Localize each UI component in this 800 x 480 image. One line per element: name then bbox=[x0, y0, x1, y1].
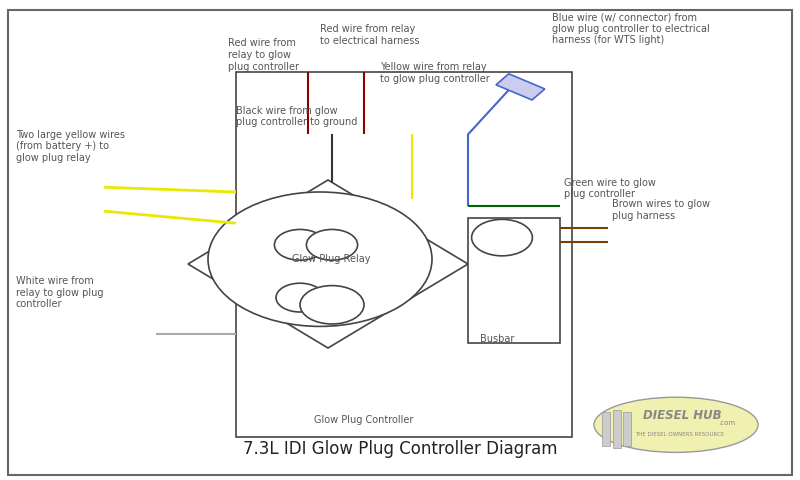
Text: Two large yellow wires
(from battery +) to
glow plug relay: Two large yellow wires (from battery +) … bbox=[16, 130, 125, 163]
Bar bbox=[602, 412, 610, 446]
Text: Black wire from glow
plug controller to ground: Black wire from glow plug controller to … bbox=[236, 106, 358, 127]
Ellipse shape bbox=[594, 397, 758, 452]
Bar bbox=[613, 410, 621, 448]
Text: DIESEL HUB: DIESEL HUB bbox=[643, 408, 722, 422]
Circle shape bbox=[276, 283, 324, 312]
Bar bbox=[468, 218, 560, 343]
Text: Busbar: Busbar bbox=[480, 334, 514, 344]
Text: Brown wires to glow
plug harness: Brown wires to glow plug harness bbox=[612, 199, 710, 221]
Text: THE DIESEL OWNERS RESOURCE: THE DIESEL OWNERS RESOURCE bbox=[635, 432, 725, 437]
Text: Glow Plug Controller: Glow Plug Controller bbox=[314, 415, 414, 425]
Bar bbox=[496, 74, 545, 100]
Text: Green wire to glow
plug controller: Green wire to glow plug controller bbox=[564, 178, 656, 199]
Circle shape bbox=[274, 229, 326, 260]
Circle shape bbox=[306, 229, 358, 260]
Bar bbox=[236, 72, 572, 437]
Polygon shape bbox=[188, 180, 468, 348]
Text: Blue wire (w/ connector) from
glow plug controller to electrical
harness (for WT: Blue wire (w/ connector) from glow plug … bbox=[552, 12, 710, 45]
Text: Red wire from
relay to glow
plug controller: Red wire from relay to glow plug control… bbox=[228, 38, 299, 72]
Bar bbox=[623, 412, 631, 446]
Text: 7.3L IDI Glow Plug Controller Diagram: 7.3L IDI Glow Plug Controller Diagram bbox=[242, 441, 558, 458]
Text: .com: .com bbox=[718, 420, 735, 426]
Text: Red wire from relay
to electrical harness: Red wire from relay to electrical harnes… bbox=[320, 24, 419, 46]
Circle shape bbox=[300, 286, 364, 324]
Circle shape bbox=[471, 219, 533, 256]
Text: Glow Plug Relay: Glow Plug Relay bbox=[292, 254, 370, 264]
Text: White wire from
relay to glow plug
controller: White wire from relay to glow plug contr… bbox=[16, 276, 103, 309]
Text: Yellow wire from relay
to glow plug controller: Yellow wire from relay to glow plug cont… bbox=[380, 62, 490, 84]
Circle shape bbox=[208, 192, 432, 326]
